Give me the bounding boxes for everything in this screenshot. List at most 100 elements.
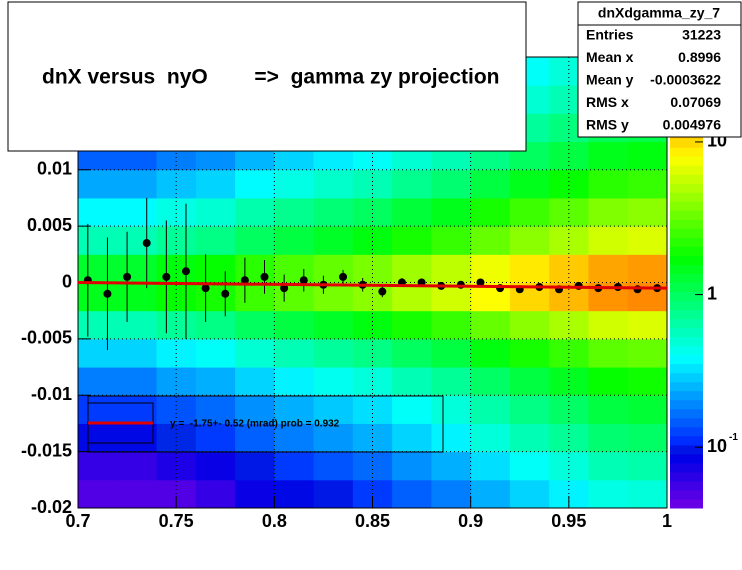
heat-cell [588,451,629,481]
colorbar-band [670,480,703,491]
heat-cell [431,197,472,227]
heat-cell [627,197,668,227]
x-tick-label: 0.95 [551,511,586,531]
heat-cell [78,197,118,227]
heat-cell [235,282,275,312]
colorbar-band [670,453,703,464]
profile-point [201,284,210,293]
y-tick-label: -0.01 [31,384,72,404]
heat-cell [470,197,511,227]
colorbar-band [670,462,703,473]
heat-cell [392,423,432,453]
profile-point [181,267,190,276]
profile-point [280,284,289,293]
colorbar-band [670,273,703,283]
heat-cell [627,367,668,396]
z-tick-label: 10 [707,436,727,456]
y-tick-label: -0.005 [21,328,72,348]
heat-cell [274,254,315,283]
heat-cell [470,169,511,199]
heat-cell [588,479,629,509]
heat-cell [352,169,393,199]
heat-cell [470,451,511,481]
colorbar-band [670,165,703,175]
heat-cell [156,282,197,312]
heat-cell [195,282,236,312]
heat-cell [392,310,432,340]
y-tick-label: 0.005 [27,215,72,235]
heat-cell [392,479,432,509]
profile-point [142,239,151,248]
heat-cell [431,367,472,396]
colorbar-band [670,300,703,311]
heat-cell [470,423,511,453]
colorbar-band [670,372,703,383]
heat-cell [509,479,550,509]
heat-cell [313,197,354,227]
heat-cell [195,451,236,481]
colorbar-band [670,354,703,365]
colorbar-band [670,228,703,238]
heat-cell [235,367,275,396]
heat-cell [627,423,668,453]
profile-point [299,276,308,285]
colorbar-band [670,201,703,211]
heat-cell [588,141,629,171]
profile-point [476,278,485,287]
heat-cell [470,395,511,424]
heat-cell [195,197,236,227]
heat-cell [431,451,472,481]
heat-cell [274,310,315,340]
stats-value: -0.0003622 [650,72,721,88]
heat-cell [509,423,550,453]
heat-cell [117,310,158,340]
heat-cell [588,226,629,255]
z-tick-exponent: -1 [729,432,738,443]
profile-point [123,272,132,281]
heat-cell [235,169,275,199]
colorbar-band [670,192,703,202]
heat-cell [274,423,315,453]
stats-value: 0.07069 [670,94,721,110]
heat-cell [392,254,432,283]
heat-cell [235,479,275,509]
heat-cell [235,197,275,227]
heat-cell [274,451,315,481]
colorbar-band [670,174,703,184]
heat-cell [313,169,354,199]
y-tick-label: 0 [62,271,72,291]
heat-cell [431,226,472,255]
heat-cell [470,226,511,255]
colorbar-band [670,318,703,329]
colorbar-band [670,363,703,374]
heat-cell [117,395,158,424]
heat-cell [431,338,472,368]
heat-cell [509,169,550,199]
colorbar-band [670,264,703,274]
heat-cell [195,254,236,283]
heat-cell [78,367,118,396]
heat-cell [117,197,158,227]
heat-cell [392,451,432,481]
heat-cell [392,367,432,396]
colorbar-band [670,255,703,265]
heat-cell [313,282,354,312]
heat-cell [117,226,158,255]
colorbar-band [670,381,703,392]
heat-cell [313,254,354,283]
heat-cell [313,310,354,340]
heat-cell [235,395,275,424]
heat-cell [78,338,118,368]
heat-cell [117,451,158,481]
heat-cell [509,254,550,283]
heat-cell [470,338,511,368]
heat-cell [78,451,118,481]
colorbar-band [670,327,703,338]
title-box [7,1,527,152]
heat-cell [509,197,550,227]
heat-cell [156,169,197,199]
heat-cell [117,169,158,199]
heat-cell [195,226,236,255]
heat-cell [509,226,550,255]
